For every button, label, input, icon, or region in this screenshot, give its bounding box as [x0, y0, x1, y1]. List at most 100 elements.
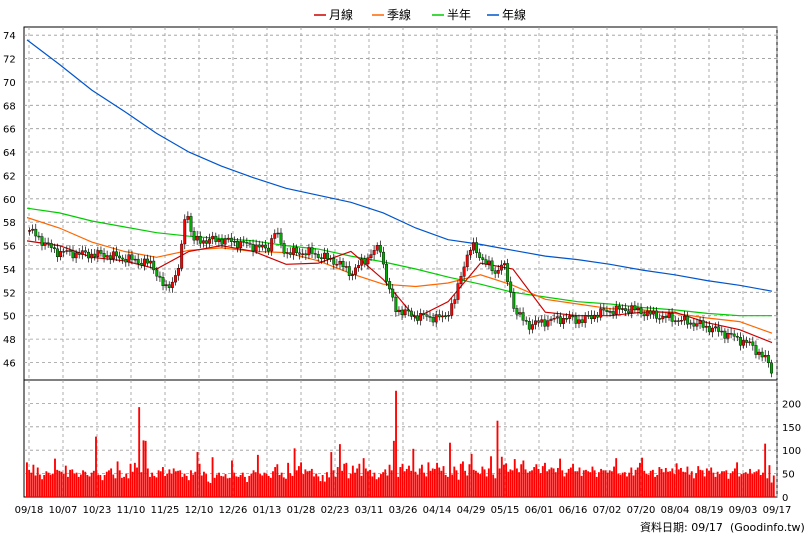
volume-bar — [472, 469, 475, 497]
candle-body — [760, 351, 764, 358]
volume-bar — [500, 456, 503, 497]
candle-body — [87, 251, 90, 259]
legend-label-3: 年線 — [502, 7, 526, 22]
candle-body — [65, 250, 69, 252]
candle-body — [220, 239, 224, 245]
volume-bar — [77, 476, 80, 497]
candle-body — [388, 281, 392, 290]
volume-bar — [218, 472, 220, 497]
volume-bar — [108, 470, 110, 497]
volume-bar — [379, 474, 382, 497]
candle-body — [611, 311, 615, 315]
candle-body — [304, 253, 308, 256]
candle-body — [487, 260, 491, 265]
volume-bar — [272, 471, 274, 497]
candle-body — [341, 261, 345, 268]
candle-body — [186, 216, 190, 220]
candlesticks — [28, 211, 773, 378]
volume-bar — [304, 469, 307, 497]
x-tick-label: 03/11 — [355, 505, 384, 516]
candle-body — [363, 258, 367, 265]
volume-tick-label: 150 — [782, 423, 801, 434]
candle-body — [586, 315, 590, 317]
volume-bar — [485, 476, 488, 497]
candle-body — [161, 277, 165, 286]
volume-bar — [492, 474, 495, 497]
volume-bar — [84, 471, 87, 497]
candle-body — [683, 315, 686, 321]
y-tick-label: 58 — [3, 218, 16, 229]
x-tick-label: 07/02 — [593, 505, 622, 516]
volume-bar — [386, 475, 389, 497]
x-tick-label: 04/14 — [423, 505, 452, 516]
volume-bar — [97, 474, 100, 497]
candle-body — [540, 319, 544, 323]
candle-body — [732, 333, 736, 337]
footer-date: 資料日期: 09/17 — [640, 520, 723, 534]
candle-body — [71, 250, 75, 259]
x-tick-label: 08/04 — [661, 505, 690, 516]
volume-bar — [196, 452, 199, 497]
volume-bar — [610, 471, 613, 497]
x-tick-label: 01/13 — [253, 505, 282, 516]
volume-bar — [628, 472, 631, 497]
candle-body — [394, 296, 398, 312]
x-tick-label: 10/07 — [49, 505, 78, 516]
legend-label-0: 月線 — [329, 7, 353, 22]
candle-body — [205, 240, 208, 244]
volume-bar — [356, 468, 359, 497]
candle-body — [574, 316, 578, 324]
candle-body — [310, 247, 314, 254]
candle-body — [617, 305, 621, 310]
volume-bar — [651, 469, 654, 497]
volume-bar — [446, 476, 449, 497]
volume-bar — [174, 471, 177, 497]
y-tick-label: 60 — [3, 195, 16, 206]
volume-bar — [274, 467, 277, 497]
candle-body — [108, 255, 112, 260]
candle-body — [90, 253, 94, 259]
candle-body — [189, 216, 193, 232]
candle-body — [509, 281, 513, 293]
candle-body — [279, 232, 283, 244]
volume-bar — [427, 462, 430, 497]
volume-bar — [194, 471, 197, 497]
candle-body — [552, 317, 556, 320]
candle-body — [583, 315, 587, 323]
volume-bar — [250, 473, 253, 497]
candle-body — [232, 241, 236, 243]
volume-bar — [515, 468, 518, 497]
x-tick-label: 10/23 — [83, 505, 112, 516]
volume-bar — [416, 474, 419, 497]
volume-bar — [79, 474, 82, 497]
volume-bar — [410, 470, 413, 497]
candle-body — [636, 307, 640, 310]
candle-body — [670, 313, 674, 322]
y-tick-label: 46 — [3, 358, 16, 369]
footer-source: (Goodinfo.tw) — [730, 521, 805, 534]
candle-body — [518, 312, 522, 315]
volume-bar — [401, 463, 404, 497]
volume-bar — [138, 407, 141, 497]
volume-bar — [308, 470, 311, 497]
volume-bar — [129, 463, 132, 497]
candle-body — [183, 219, 187, 245]
candle-body — [735, 336, 739, 338]
volume-bar — [172, 468, 175, 497]
volume-bar — [30, 472, 33, 497]
candle-body — [264, 244, 267, 249]
volume-bar — [231, 460, 233, 497]
candle-body — [614, 305, 618, 315]
candle-body — [338, 261, 342, 265]
candle-body — [568, 315, 572, 319]
candle-body — [198, 235, 202, 244]
candle-body — [37, 235, 41, 238]
candle-body — [766, 355, 770, 364]
candle-body — [195, 235, 199, 241]
volume-bar — [224, 474, 227, 497]
volume-bar — [768, 465, 771, 497]
volume-bar — [54, 458, 56, 497]
candle-body — [484, 259, 488, 265]
candle-body — [397, 309, 401, 312]
